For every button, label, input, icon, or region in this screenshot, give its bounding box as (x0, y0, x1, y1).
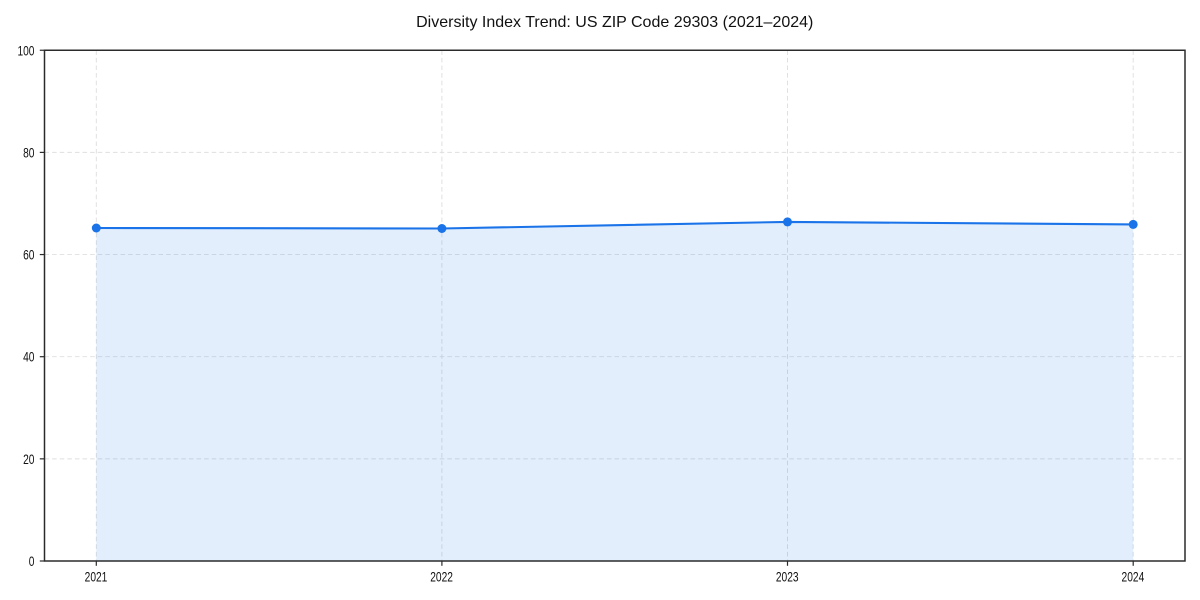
svg-text:80: 80 (23, 145, 35, 161)
svg-text:0: 0 (29, 553, 35, 569)
svg-text:2022: 2022 (430, 569, 453, 585)
svg-text:2024: 2024 (1122, 569, 1145, 585)
svg-text:2021: 2021 (85, 569, 108, 585)
svg-text:100: 100 (17, 43, 34, 59)
svg-text:20: 20 (23, 451, 35, 467)
svg-text:Diversity Index Trend: US ZIP: Diversity Index Trend: US ZIP Code 29303… (416, 14, 813, 31)
svg-text:2023: 2023 (776, 569, 799, 585)
svg-text:40: 40 (23, 349, 35, 365)
svg-text:60: 60 (23, 247, 35, 263)
